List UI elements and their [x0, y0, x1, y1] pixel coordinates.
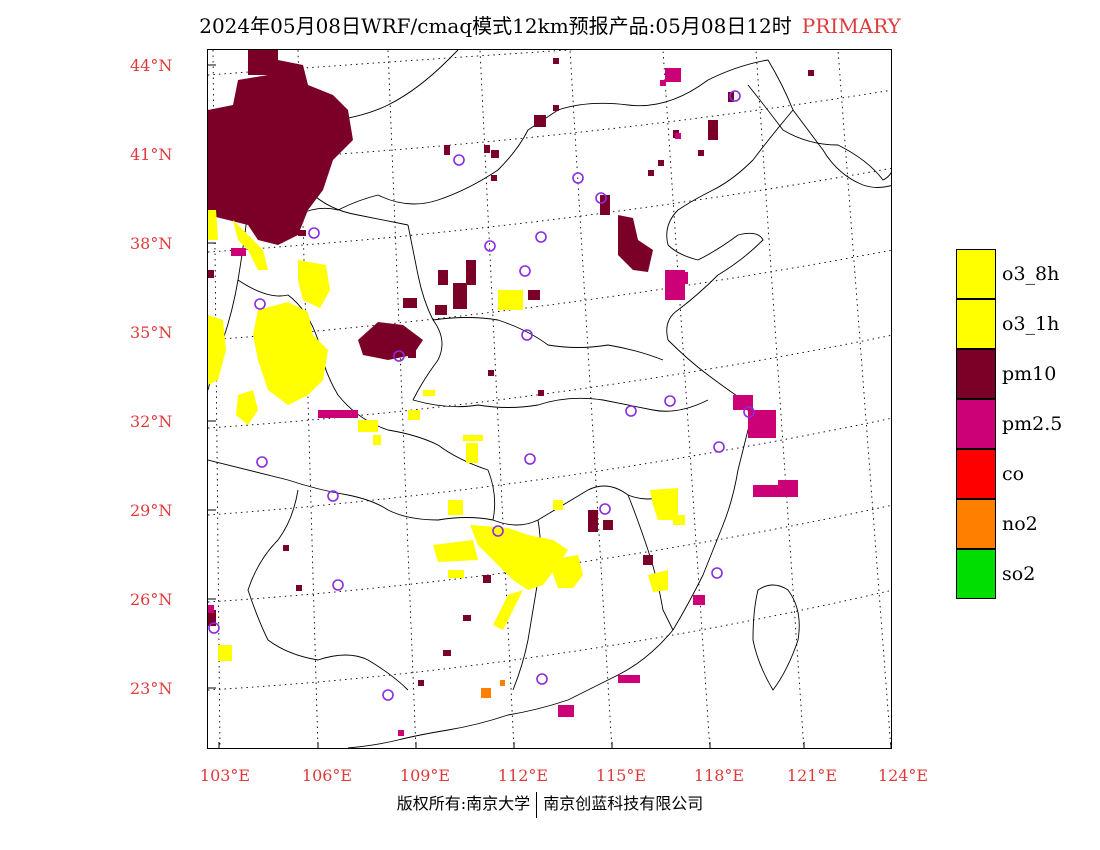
- legend-swatch-so2: [956, 549, 996, 599]
- lon-label: 109°E: [399, 766, 451, 785]
- lat-label: 44°N: [130, 56, 173, 75]
- lon-label: 103°E: [199, 766, 251, 785]
- lat-label: 29°N: [130, 501, 173, 520]
- legend-swatch-o3-8h: [956, 249, 996, 299]
- station-markers: [208, 90, 755, 701]
- copyright-left: 版权所有:南京大学: [396, 794, 531, 813]
- copyright-right: 南京创蓝科技有限公司: [543, 794, 704, 813]
- no2-layer: [481, 680, 505, 698]
- legend-label: so2: [1002, 563, 1036, 585]
- legend-swatch-no2: [956, 499, 996, 549]
- lat-label: 32°N: [130, 412, 173, 431]
- lon-label: 106°E: [301, 766, 353, 785]
- title-text: 2024年05月08日WRF/cmaq模式12km预报产品:05月08日12时: [199, 14, 792, 38]
- map-title: 2024年05月08日WRF/cmaq模式12km预报产品:05月08日12时 P…: [0, 10, 1100, 39]
- lat-label: 41°N: [130, 145, 173, 164]
- legend-label: o3_8h: [1002, 263, 1060, 285]
- lat-label: 26°N: [130, 590, 173, 609]
- legend-swatch-pm25: [956, 399, 996, 449]
- legend-swatch-o3-1h: [956, 299, 996, 349]
- legend-label: co: [1002, 463, 1025, 485]
- copyright-footer: 版权所有:南京大学 南京创蓝科技有限公司: [0, 790, 1100, 818]
- lat-label: 35°N: [130, 323, 173, 342]
- lon-label: 115°E: [595, 766, 647, 785]
- legend-swatch-co: [956, 449, 996, 499]
- lon-label: 118°E: [693, 766, 745, 785]
- map-panel: [207, 49, 892, 749]
- lat-label: 23°N: [130, 679, 173, 698]
- footer-divider: [536, 791, 538, 818]
- primary-tag: PRIMARY: [801, 14, 901, 38]
- pollution-map: [208, 50, 891, 748]
- lat-label: 38°N: [130, 234, 173, 253]
- legend-label: pm10: [1002, 363, 1057, 385]
- legend-label: no2: [1002, 513, 1038, 535]
- lon-label: 121°E: [786, 766, 838, 785]
- o3-layer: [208, 210, 685, 661]
- legend-swatch-pm10: [956, 349, 996, 399]
- lon-label: 124°E: [877, 766, 929, 785]
- lon-label: 112°E: [497, 766, 549, 785]
- legend-label: o3_1h: [1002, 313, 1060, 335]
- pm10-layer: [208, 50, 814, 686]
- legend-label: pm2.5: [1002, 413, 1063, 435]
